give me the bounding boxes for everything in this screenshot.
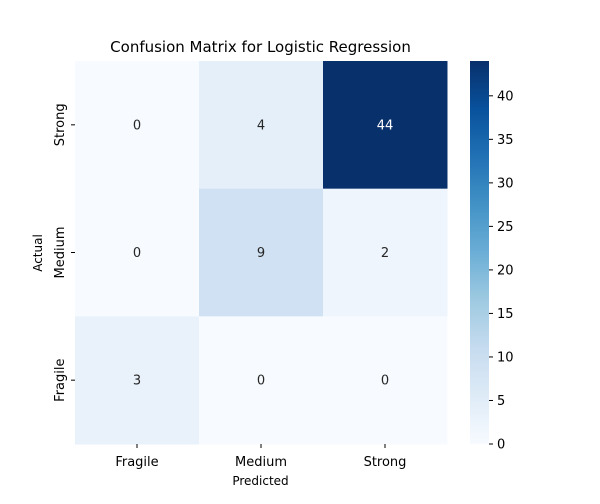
x-axis: Fragile Medium Strong bbox=[115, 444, 406, 470]
heatmap-cell bbox=[75, 61, 200, 190]
cell-value-label: 0 bbox=[381, 374, 389, 389]
colorbar bbox=[470, 61, 489, 444]
colorbar-tick-label: 25 bbox=[497, 220, 514, 235]
cell-value-label: 4 bbox=[257, 118, 265, 133]
colorbar-ticks: 0 5 10 15 20 25 30 35 40 bbox=[489, 89, 514, 453]
heatmap-cell-labels: 0 4 440 9 23 0 0 bbox=[133, 118, 393, 388]
cell-value-label: 0 bbox=[133, 118, 141, 133]
colorbar-tick-label: 5 bbox=[497, 394, 505, 409]
heatmap-cell bbox=[323, 61, 448, 190]
x-tick-label: Fragile bbox=[115, 455, 158, 470]
cell-value-label: 0 bbox=[257, 374, 265, 389]
x-axis-label: Predicted bbox=[232, 474, 288, 488]
colorbar-tick-label: 35 bbox=[497, 133, 514, 148]
heatmap-cell bbox=[199, 61, 324, 190]
y-tick-label: Strong bbox=[53, 103, 68, 146]
heatmap-cell bbox=[75, 188, 200, 317]
heatmap-cells bbox=[75, 61, 448, 445]
heatmap-cell bbox=[323, 188, 448, 317]
x-tick-label: Strong bbox=[364, 455, 407, 470]
cell-value-label: 44 bbox=[377, 118, 394, 133]
heatmap-cell bbox=[199, 316, 324, 445]
cell-value-label: 2 bbox=[381, 246, 389, 261]
cell-value-label: 0 bbox=[133, 246, 141, 261]
y-axis-label: Actual bbox=[31, 234, 45, 272]
colorbar-tick-label: 15 bbox=[497, 307, 514, 322]
y-tick-label: Fragile bbox=[53, 359, 68, 402]
cell-value-label: 9 bbox=[257, 246, 265, 261]
colorbar-tick-label: 40 bbox=[497, 89, 514, 104]
y-tick-label: Medium bbox=[53, 227, 68, 279]
y-axis: Strong Medium Fragile bbox=[53, 103, 75, 402]
colorbar-tick-label: 30 bbox=[497, 176, 514, 191]
heatmap-cell bbox=[199, 188, 324, 317]
cell-value-label: 3 bbox=[133, 374, 141, 389]
heatmap-cell bbox=[75, 316, 200, 445]
chart-title: Confusion Matrix for Logistic Regression bbox=[110, 38, 411, 56]
x-tick-label: Medium bbox=[235, 455, 287, 470]
colorbar-tick-label: 0 bbox=[497, 438, 505, 453]
colorbar-tick-label: 10 bbox=[497, 350, 514, 365]
heatmap-cell bbox=[323, 316, 448, 445]
colorbar-tick-label: 20 bbox=[497, 263, 514, 278]
